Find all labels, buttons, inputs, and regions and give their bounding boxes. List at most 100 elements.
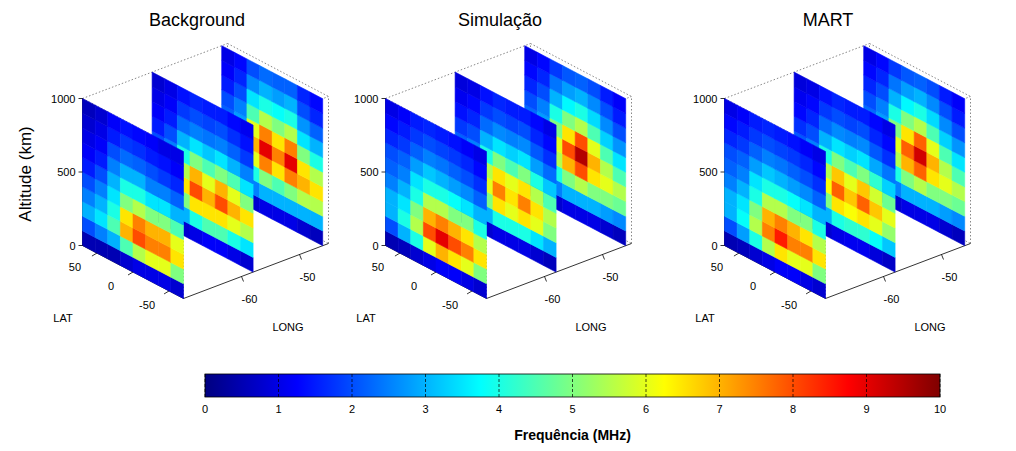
colorbar-tick (793, 374, 794, 397)
heat-cell (794, 72, 807, 93)
slice (525, 46, 626, 246)
heat-cell (588, 79, 601, 100)
x-tick (431, 272, 436, 275)
heat-cell (531, 112, 544, 133)
heat-cell (228, 112, 241, 133)
colorbar-tick-label: 5 (569, 403, 575, 415)
x-axis-title: LAT (695, 312, 715, 324)
z-axis-title: Altitude (km) (16, 126, 35, 221)
z-tick (79, 98, 83, 99)
slice (152, 72, 253, 272)
z-tick-label: 0 (372, 240, 378, 252)
heat-cell (152, 72, 165, 93)
heat-cell (455, 72, 468, 93)
heat-cell (952, 92, 965, 113)
x-tick (128, 272, 133, 275)
axes: 05001000-50050-60-50LATLONGAltitude (km) (16, 93, 316, 334)
heat-cell (813, 145, 826, 166)
heat-cell (436, 125, 449, 146)
box-lines (83, 44, 329, 299)
x-tick-label: 0 (750, 280, 756, 292)
heat-cell (600, 85, 613, 106)
heat-cell (146, 132, 159, 153)
heat-cell (461, 138, 474, 159)
slice (455, 72, 556, 272)
colorbar-tick (352, 374, 353, 397)
heat-cell (613, 92, 626, 113)
heat-cell (506, 99, 519, 120)
heat-cell (190, 92, 203, 113)
heat-cell (864, 46, 877, 67)
y-tick (884, 277, 886, 282)
heat-cell (537, 52, 550, 73)
heat-cell (902, 66, 915, 87)
y-tick (242, 277, 244, 282)
colorbar-tick (499, 374, 500, 397)
heat-cell (788, 132, 801, 153)
heat-cell (386, 99, 399, 120)
slice (725, 99, 826, 299)
heat-cell (493, 92, 506, 113)
colorbar-bar (205, 374, 940, 397)
heat-cell (807, 79, 820, 100)
y-axis-title: LONG (575, 321, 606, 333)
x-tick (734, 253, 739, 256)
colorbar-tick-label: 9 (863, 403, 869, 415)
heat-cell (83, 99, 96, 120)
colorbar-tick (572, 374, 573, 397)
colorbar-tick-label: 1 (275, 403, 281, 415)
heat-cell (725, 99, 738, 120)
heat-cell (468, 79, 481, 100)
slice (83, 99, 184, 299)
heat-cell (203, 99, 216, 120)
heat-cell (285, 79, 298, 100)
heat-cell (474, 145, 487, 166)
heat-cell (120, 118, 133, 139)
x-tick-label: -50 (781, 299, 797, 311)
heat-cell (297, 85, 310, 106)
heat-cell (222, 46, 235, 67)
heat-cell (775, 125, 788, 146)
colorbar-tick-label: 0 (202, 403, 208, 415)
heat-cell (575, 72, 588, 93)
y-axis-title: LONG (272, 321, 303, 333)
y-axis (184, 244, 329, 299)
heat-cell (762, 118, 775, 139)
heat-cell (272, 72, 285, 93)
heat-cell (177, 85, 190, 106)
x-tick-label: 0 (411, 280, 417, 292)
z-tick (382, 172, 386, 173)
heat-cell (927, 79, 940, 100)
x-tick (770, 272, 775, 275)
slices (725, 46, 965, 299)
box-lines (386, 44, 632, 299)
colorbar: 012345678910Frequência (MHz) (202, 374, 946, 443)
heat-cell (857, 105, 870, 126)
y-tick (545, 277, 547, 282)
heat-cell (870, 112, 883, 133)
panel-title: Background (149, 10, 245, 30)
heat-cell (750, 112, 763, 133)
y-axis (826, 244, 971, 299)
x-tick (467, 291, 472, 294)
z-tick (382, 98, 386, 99)
x-tick (395, 253, 400, 256)
axes: 05001000-50050-60-50LATLONG (354, 93, 618, 334)
y-axis (487, 244, 632, 299)
slices (83, 46, 323, 299)
colorbar-tick (940, 374, 941, 397)
y-tick-label: -50 (300, 271, 316, 283)
colorbar-tick (646, 374, 647, 397)
colorbar-tick (866, 374, 867, 397)
y-tick (300, 255, 302, 260)
heat-cell (889, 59, 902, 80)
panel-title: MART (803, 10, 854, 30)
heat-cell (914, 72, 927, 93)
x-tick-label: 50 (711, 261, 723, 273)
x-tick-label: -50 (442, 299, 458, 311)
heat-cell (525, 46, 538, 67)
panel: Background05001000-50050-60-50LATLONGAlt… (16, 10, 329, 333)
x-tick-label: 50 (372, 261, 384, 273)
slice (864, 46, 965, 246)
x-tick (92, 253, 97, 256)
